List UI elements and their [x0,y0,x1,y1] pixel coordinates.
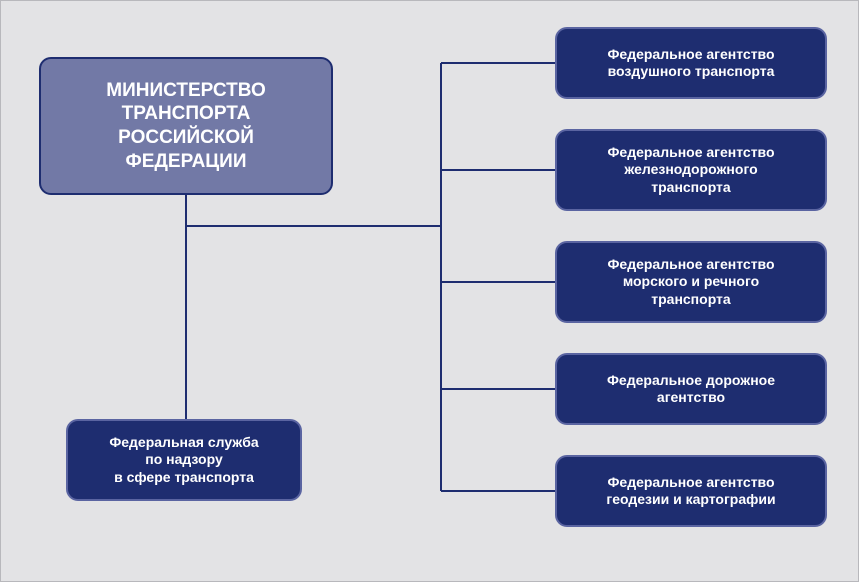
org-subordinate-node: Федеральная службапо надзорув сфере тран… [66,419,302,501]
org-agency-label: Федеральное агентствовоздушного транспор… [607,46,774,81]
org-root-node: МИНИСТЕРСТВОТРАНСПОРТАРОССИЙСКОЙФЕДЕРАЦИ… [39,57,333,195]
org-subordinate-label: Федеральная службапо надзорув сфере тран… [109,434,258,487]
org-agency-node: Федеральное агентствогеодезии и картогра… [555,455,827,527]
org-agency-node: Федеральное дорожноеагентство [555,353,827,425]
org-chart-frame: МИНИСТЕРСТВОТРАНСПОРТАРОССИЙСКОЙФЕДЕРАЦИ… [0,0,859,582]
org-agency-label: Федеральное дорожноеагентство [607,372,775,407]
org-agency-label: Федеральное агентствожелезнодорожноготра… [607,144,774,197]
org-agency-node: Федеральное агентствовоздушного транспор… [555,27,827,99]
org-agency-node: Федеральное агентствоморского и речногот… [555,241,827,323]
org-root-label: МИНИСТЕРСТВОТРАНСПОРТАРОССИЙСКОЙФЕДЕРАЦИ… [106,79,265,174]
org-agency-node: Федеральное агентствожелезнодорожноготра… [555,129,827,211]
org-agency-label: Федеральное агентствоморского и речногот… [607,256,774,309]
org-agency-label: Федеральное агентствогеодезии и картогра… [606,474,775,509]
